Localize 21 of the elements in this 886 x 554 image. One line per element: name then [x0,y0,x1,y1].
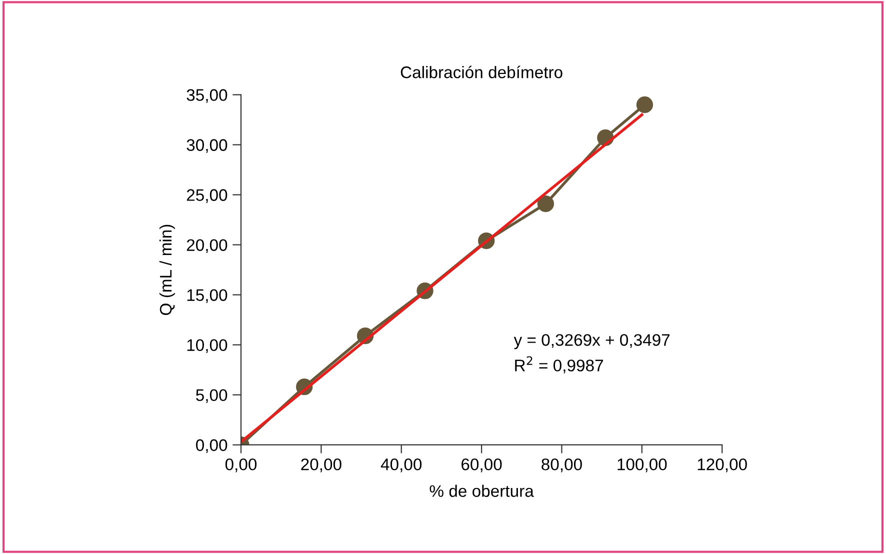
y-tick-label: 30,00 [186,139,228,153]
y-tick-label: 25,00 [186,189,228,203]
x-tick-label: 20,00 [301,458,342,472]
y-axis-title: Q (mL / min) [159,224,175,315]
x-tick-label: 100,00 [618,458,667,472]
x-tick-label: 40,00 [380,458,422,472]
x-tick-label: 60,00 [462,458,502,472]
y-tick-label: 5,00 [196,389,228,404]
point [636,96,654,114]
y-tick-label: 20,00 [186,239,228,253]
x-tick-label: 0,00 [225,458,257,472]
y-tick-label: 10,00 [187,339,228,353]
y-tick-label: 35,00 [186,89,228,103]
x-axis-title: % de obertura [430,484,534,497]
annotation: y = 0,3269x + 0,3497 R$^{2}$ = 0,9987 [514,334,670,374]
y-tick-label: 15,00 [187,289,228,303]
y-tick-label: 0,00 [196,439,228,454]
point [537,195,554,212]
x-tick-label: 120,00 [698,458,747,472]
chart-title: Calibración debímetro [400,66,562,78]
x-tick-label: 80,00 [542,458,582,472]
